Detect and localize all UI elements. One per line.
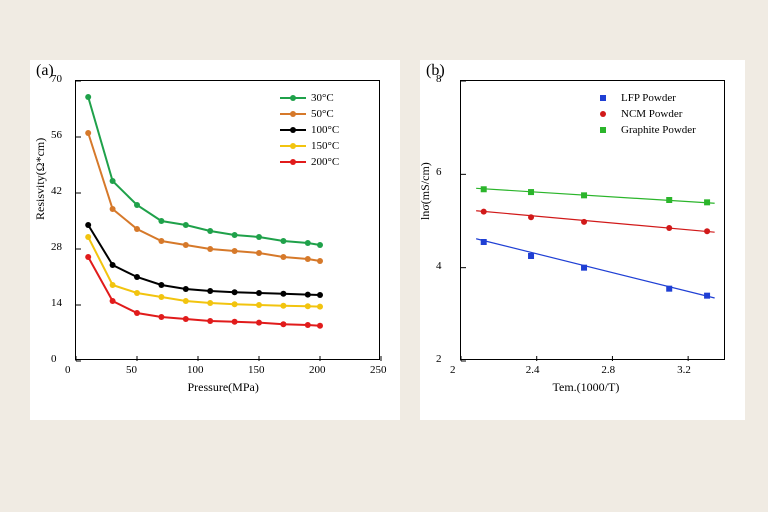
legend-marker-icon [290,95,296,101]
legend-label: 200°C [311,156,339,168]
legend-swatch-line [590,113,616,115]
chart-b-legend: LFP Powder NCM Powder Graphite Powder [590,90,696,138]
legend-item: LFP Powder [590,90,696,106]
xtick-label: 100 [187,364,204,376]
legend-item: Graphite Powder [590,122,696,138]
legend-item: NCM Powder [590,106,696,122]
legend-item: 30°C [280,90,339,106]
chart-b-ylabel: lnσ(mS/cm) [418,162,433,220]
xtick-label: 0 [65,364,71,376]
chart-a-ylabel: Resisvity(Ω*cm) [33,138,48,220]
xtick-label: 150 [248,364,265,376]
ytick-label: 8 [436,73,442,85]
legend-label: LFP Powder [621,92,676,104]
ytick-label: 2 [436,353,442,365]
ytick-label: 42 [51,185,62,197]
legend-item: 100°C [280,122,339,138]
figure-canvas: (a) 05010015020025001428425670 Pressure(… [0,0,768,512]
legend-label: 50°C [311,108,334,120]
legend-label: Graphite Powder [621,124,696,136]
legend-label: 30°C [311,92,334,104]
ytick-label: 0 [51,353,57,365]
legend-swatch-line [280,113,306,115]
ytick-label: 14 [51,297,62,309]
legend-marker-icon [290,111,296,117]
xtick-label: 3.2 [677,364,691,376]
chart-a-legend: 30°C 50°C 100°C 150°C 200°C [280,90,339,170]
legend-item: 200°C [280,154,339,170]
xtick-label: 2 [450,364,456,376]
legend-swatch-line [280,97,306,99]
legend-label: NCM Powder [621,108,682,120]
ytick-label: 4 [436,260,442,272]
legend-swatch-line [590,129,616,131]
legend-marker-icon [290,159,296,165]
legend-marker-icon [600,127,606,133]
legend-swatch-line [590,97,616,99]
legend-label: 100°C [311,124,339,136]
legend-label: 150°C [311,140,339,152]
chart-a-xlabel: Pressure(MPa) [188,380,259,395]
legend-swatch-line [280,145,306,147]
ytick-label: 6 [436,166,442,178]
chart-b-xlabel: Tem.(1000/T) [553,380,620,395]
legend-swatch-line [280,129,306,131]
legend-marker-icon [290,143,296,149]
legend-swatch-line [280,161,306,163]
ytick-label: 56 [51,129,62,141]
legend-item: 50°C [280,106,339,122]
xtick-label: 2.4 [526,364,540,376]
xtick-label: 50 [126,364,137,376]
xtick-label: 200 [309,364,326,376]
legend-marker-icon [600,95,606,101]
legend-marker-icon [600,111,606,117]
xtick-label: 2.8 [601,364,615,376]
ytick-label: 28 [51,241,62,253]
ytick-label: 70 [51,73,62,85]
xtick-label: 250 [370,364,387,376]
legend-marker-icon [290,127,296,133]
legend-item: 150°C [280,138,339,154]
